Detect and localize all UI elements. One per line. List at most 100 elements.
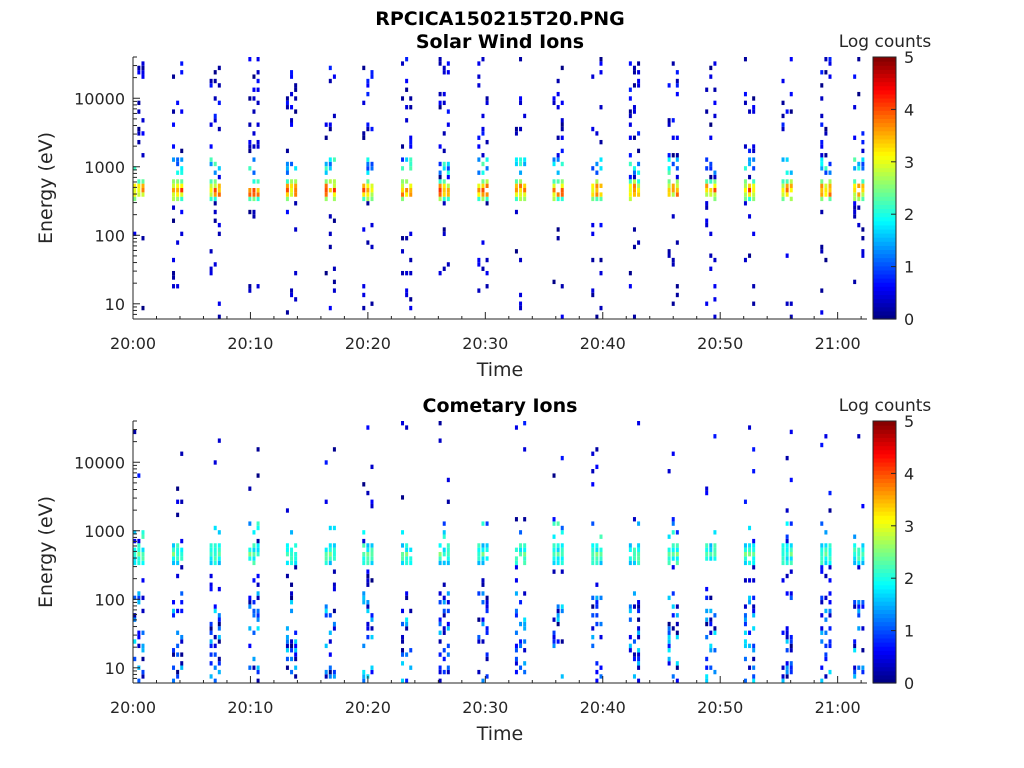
spectrogram-cell [324, 170, 328, 175]
spectrogram-cell [401, 556, 405, 561]
spectrogram-cell [785, 547, 789, 552]
spectrogram-cell [556, 521, 560, 526]
spectrogram-cell [362, 482, 366, 487]
colorbar-segment [873, 523, 896, 529]
spectrogram-cell [141, 669, 145, 675]
spectrogram-cell [820, 569, 824, 574]
spectrogram-cells [133, 421, 865, 683]
spectrogram-cell [256, 179, 260, 184]
spectrogram-cell [401, 421, 405, 426]
spectrogram-cell [481, 582, 485, 587]
spectrogram-cell [560, 126, 564, 132]
spectrogram-cell [290, 643, 294, 649]
colorbar-segment [873, 654, 896, 660]
colorbar-segment [873, 220, 896, 226]
spectrogram-cell [781, 122, 785, 127]
spectrogram-cell [637, 188, 641, 193]
spectrogram-cell [213, 652, 217, 657]
spectrogram-cell [709, 231, 713, 237]
spectrogram-cell [366, 91, 370, 97]
spectrogram-cell [370, 126, 374, 132]
colorbar-segment [873, 257, 896, 263]
colorbar-segment [873, 650, 896, 655]
spectrogram-cell [485, 257, 489, 263]
spectrogram-cell [709, 621, 713, 627]
spectrogram-cell [632, 174, 636, 180]
spectrogram-cell [256, 595, 260, 601]
spectrogram-cell [137, 192, 141, 197]
spectrogram-cell [709, 665, 713, 670]
spectrogram-cell [217, 621, 221, 627]
spectrogram-cell [213, 665, 217, 670]
spectrogram-cell [209, 621, 213, 627]
spectrogram-cell [442, 582, 446, 587]
spectrogram-cell [519, 543, 523, 548]
spectrogram-cell [438, 621, 442, 627]
spectrogram-cell [748, 174, 752, 180]
spectrogram-cell [743, 547, 747, 552]
spectrogram-cell [209, 586, 213, 592]
spectrogram-cell [861, 131, 865, 136]
spectrogram-cell [824, 552, 828, 557]
spectrogram-cell [366, 188, 370, 193]
spectrogram-cell [405, 157, 409, 162]
spectrogram-cell [743, 499, 747, 504]
spectrogram-cell [752, 447, 756, 452]
spectrogram-cell [256, 87, 260, 92]
spectrogram-cell [290, 560, 294, 566]
spectrogram-cell [595, 161, 599, 167]
spectrogram-cell [285, 179, 289, 184]
spectrogram-cell [217, 530, 221, 535]
spectrogram-cell [213, 78, 217, 84]
spectrogram-cell [477, 634, 481, 640]
spectrogram-cell [560, 552, 564, 557]
spectrogram-cell [285, 552, 289, 557]
colorbar-segment [873, 147, 896, 152]
colorbar-segment [873, 576, 896, 582]
spectrogram-cell [637, 131, 641, 136]
spectrogram-cell [324, 608, 328, 614]
spectrogram-cell [213, 643, 217, 649]
spectrogram-cell [409, 166, 413, 171]
spectrogram-cell [743, 166, 747, 171]
spectrogram-cell [785, 591, 789, 596]
colorbar-tick-label: 1 [904, 622, 914, 641]
spectrogram-cell [743, 257, 747, 263]
spectrogram-cell [252, 630, 256, 635]
spectrogram-cell [366, 560, 370, 566]
spectrogram-cell [217, 626, 221, 631]
spectrogram-cell [519, 600, 523, 605]
spectrogram-cell [820, 96, 824, 101]
spectrogram-cell [141, 674, 145, 679]
spectrogram-cell [861, 547, 865, 552]
spectrogram-cell [637, 600, 641, 605]
spectrogram-cell [328, 547, 332, 552]
spectrogram-cell [442, 669, 446, 675]
colorbar-segment [873, 273, 896, 279]
spectrogram-cell [628, 284, 632, 289]
spectrogram-cell [324, 552, 328, 557]
spectrogram-cell [366, 621, 370, 627]
colorbar-segment [873, 666, 896, 672]
spectrogram-cell [294, 656, 298, 662]
spectrogram-cell [785, 192, 789, 197]
spectrogram-cell [667, 552, 671, 557]
spectrogram-cell [709, 543, 713, 548]
spectrogram-cell [209, 249, 213, 254]
spectrogram-cell [675, 135, 679, 140]
spectrogram-cell [556, 560, 560, 566]
spectrogram-cell [671, 188, 675, 193]
spectrogram-cell [824, 547, 828, 552]
spectrogram-cell [328, 161, 332, 167]
spectrogram-cell [405, 188, 409, 193]
spectrogram-cell [599, 157, 603, 162]
spectrogram-cell [705, 205, 709, 210]
spectrogram-cell [176, 170, 180, 175]
spectrogram-cell [705, 87, 709, 92]
spectrogram-cell [442, 100, 446, 106]
spectrogram-cell [401, 61, 405, 66]
spectrogram-cell [481, 266, 485, 271]
spectrogram-cell [209, 144, 213, 149]
spectrogram-cell [599, 621, 603, 627]
spectrogram-cell [853, 196, 857, 202]
